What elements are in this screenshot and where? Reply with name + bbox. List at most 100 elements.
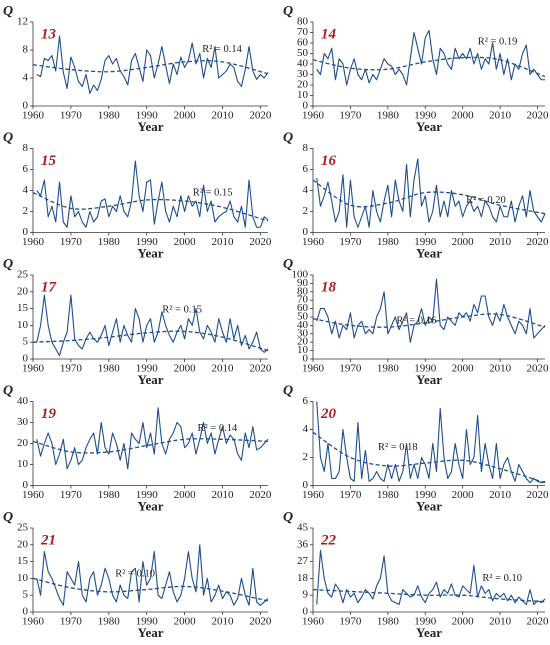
r-squared: R² = 0.16 <box>397 316 437 327</box>
series-line <box>36 294 269 357</box>
y-axis-label: Q <box>283 257 293 272</box>
trend-line <box>312 313 546 328</box>
y-tick-label: 0 <box>303 100 309 112</box>
x-tick-label: 1970 <box>339 489 362 501</box>
y-tick-label: 0 <box>303 353 309 365</box>
y-tick-label: 0 <box>23 606 29 618</box>
y-tick-label: 10 <box>17 319 29 331</box>
y-tick-label: 50 <box>297 311 309 323</box>
x-tick-label: 1970 <box>60 236 83 248</box>
x-tick-label: 1980 <box>377 363 400 375</box>
x-axis-label: Year <box>416 245 442 260</box>
x-axis-label: Year <box>416 372 442 387</box>
y-tick-label: 8 <box>23 142 29 154</box>
panel-number: 20 <box>320 406 337 422</box>
r-squared: R² = 0.15 <box>193 187 233 198</box>
panel-number: 21 <box>40 532 56 548</box>
x-tick-label: 1980 <box>98 616 121 628</box>
y-tick-label: 100 <box>292 269 309 281</box>
panel-number: 15 <box>41 153 57 169</box>
x-tick-label: 2000 <box>452 236 475 248</box>
r-squared: R² = 0.18 <box>378 442 418 453</box>
y-tick-label: 0 <box>23 479 29 491</box>
x-tick-label: 2020 <box>527 616 550 628</box>
panel-number: 22 <box>320 532 337 548</box>
y-tick-label: 20 <box>297 336 309 348</box>
x-axis-label: Year <box>138 372 164 387</box>
x-tick-label: 2020 <box>249 110 272 122</box>
x-tick-label: 1980 <box>377 616 400 628</box>
x-tick-label: 2000 <box>452 363 475 375</box>
x-axis-label: Year <box>138 625 164 640</box>
series-line <box>316 401 546 484</box>
x-tick-label: 1960 <box>302 363 325 375</box>
r-squared: R² = 0.14 <box>202 44 242 55</box>
y-tick-label: 2 <box>303 451 309 463</box>
x-tick-label: 1970 <box>339 363 362 375</box>
y-tick-label: 40 <box>17 395 29 407</box>
trend-line <box>312 431 546 484</box>
panel-number: 19 <box>41 406 57 422</box>
r-squared: R² = 0.14 <box>198 423 238 434</box>
panel-number: 18 <box>321 279 337 295</box>
y-tick-label: 4 <box>303 423 309 435</box>
x-tick-label: 1980 <box>98 236 121 248</box>
series-line <box>316 278 546 343</box>
trend-line <box>312 179 546 215</box>
x-tick-label: 2000 <box>452 110 475 122</box>
y-tick-label: 0 <box>23 353 29 365</box>
x-tick-label: 1990 <box>136 236 159 248</box>
y-tick-label: 0 <box>23 226 29 238</box>
y-tick-label: 20 <box>17 437 29 449</box>
trend-line <box>312 588 546 603</box>
x-tick-label: 1980 <box>377 110 400 122</box>
y-axis-label: Q <box>283 4 293 19</box>
x-tick-label: 2010 <box>489 616 512 628</box>
y-tick-label: 2 <box>303 205 309 217</box>
y-tick-label: 12 <box>17 16 28 28</box>
y-tick-label: 45 <box>297 522 309 534</box>
y-tick-label: 15 <box>17 302 29 314</box>
x-tick-label: 2010 <box>489 110 512 122</box>
x-tick-label: 2000 <box>174 110 197 122</box>
x-tick-label: 2010 <box>489 236 512 248</box>
y-tick-label: 0 <box>303 479 309 491</box>
x-tick-label: 1960 <box>22 616 45 628</box>
x-tick-label: 2020 <box>249 236 272 248</box>
x-tick-label: 1960 <box>302 110 325 122</box>
y-tick-label: 6 <box>23 163 29 175</box>
y-tick-label: 40 <box>297 58 309 70</box>
y-tick-label: 20 <box>297 79 309 91</box>
y-tick-label: 30 <box>297 68 309 80</box>
y-tick-label: 36 <box>297 538 309 550</box>
y-axis-label: Q <box>3 384 13 399</box>
series-line <box>36 160 269 228</box>
y-tick-label: 4 <box>23 184 29 196</box>
y-tick-label: 10 <box>297 344 309 356</box>
y-tick-label: 60 <box>297 302 309 314</box>
x-tick-label: 1980 <box>377 489 400 501</box>
y-tick-label: 70 <box>297 294 309 306</box>
y-tick-label: 20 <box>17 538 29 550</box>
x-tick-label: 2000 <box>452 489 475 501</box>
x-axis-label: Year <box>416 498 442 513</box>
y-tick-label: 50 <box>297 47 309 59</box>
x-tick-label: 1970 <box>60 363 83 375</box>
x-tick-label: 1970 <box>339 236 362 248</box>
r-squared: R² = 0.20 <box>466 195 506 206</box>
y-axis-label: Q <box>3 510 13 525</box>
x-tick-label: 1960 <box>22 236 45 248</box>
x-axis-label: Year <box>138 245 164 260</box>
panel-number: 16 <box>321 153 337 169</box>
y-tick-label: 9 <box>303 589 309 601</box>
r-squared: R² = 0.10 <box>482 573 522 584</box>
x-tick-label: 2020 <box>249 363 272 375</box>
x-tick-label: 2010 <box>489 489 512 501</box>
x-axis-label: Year <box>416 625 442 640</box>
y-tick-label: 30 <box>17 416 29 428</box>
y-tick-label: 6 <box>303 163 309 175</box>
panel-number: 13 <box>41 26 57 42</box>
y-axis-label: Q <box>3 131 13 146</box>
x-tick-label: 2010 <box>212 616 235 628</box>
